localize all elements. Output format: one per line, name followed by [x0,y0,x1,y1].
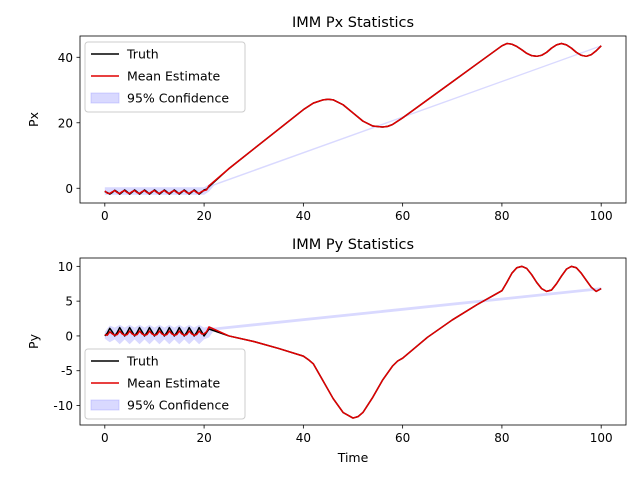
mean-estimate-line [104,265,602,419]
y-tick-label: 10 [58,260,73,274]
y-tick-label: 0 [65,329,73,343]
x-axis-label: Time [337,450,369,465]
y-tick-label: 5 [65,295,73,309]
y-axis-label: Px [26,112,41,127]
y-tick-label: 20 [58,116,73,130]
legend: Truth Mean Estimate 95% Confidence [84,348,246,420]
y-tick-label: -5 [61,364,73,378]
x-tick-label: 0 [101,209,109,223]
x-tick-label: 80 [494,209,509,223]
plot-area [104,42,602,195]
x-tick-label: 0 [101,431,109,445]
legend-confidence-label: 95% Confidence [127,91,229,106]
x-tick-label: 100 [590,209,613,223]
subplot-2: 0 20 40 60 80 100 -10 -5 0 5 10 IMM Py Statistics Py… [26,237,627,465]
axes-frame [79,257,627,426]
axes-frame [79,35,627,204]
x-tick-label: 60 [395,431,410,445]
mean-estimate-line [104,42,602,195]
x-tick-label: 20 [196,431,211,445]
y-axis-label: Py [26,333,41,349]
legend-mean-label: Mean Estimate [127,69,221,84]
x-tick-label: 60 [395,209,410,223]
confidence-band [104,287,602,345]
legend-box [84,348,246,420]
y-tick-label: 40 [58,51,73,65]
legend-confidence-swatch [90,92,120,104]
legend-confidence-swatch [90,399,120,411]
legend-truth-label: Truth [126,47,159,62]
plot-area [104,265,602,419]
legend-box [84,41,246,113]
y-tick-label: 0 [65,182,73,196]
legend: Truth Mean Estimate 95% Confidence [84,41,246,113]
legend-mean-label: Mean Estimate [127,376,221,391]
x-tick-label: 20 [196,209,211,223]
x-tick-label: 40 [296,209,311,223]
x-tick-label: 100 [590,431,613,445]
x-tick-label: 80 [494,431,509,445]
chart-title: IMM Px Statistics [292,15,414,31]
x-tick-label: 40 [296,431,311,445]
legend-truth-label: Truth [126,354,159,369]
legend-confidence-label: 95% Confidence [127,398,229,413]
chart-title: IMM Py Statistics [292,237,414,253]
y-tick-label: -10 [53,399,73,413]
subplot-1: 0 20 40 60 80 100 0 20 40 IMM Px Statistics Px Trut… [26,15,627,223]
